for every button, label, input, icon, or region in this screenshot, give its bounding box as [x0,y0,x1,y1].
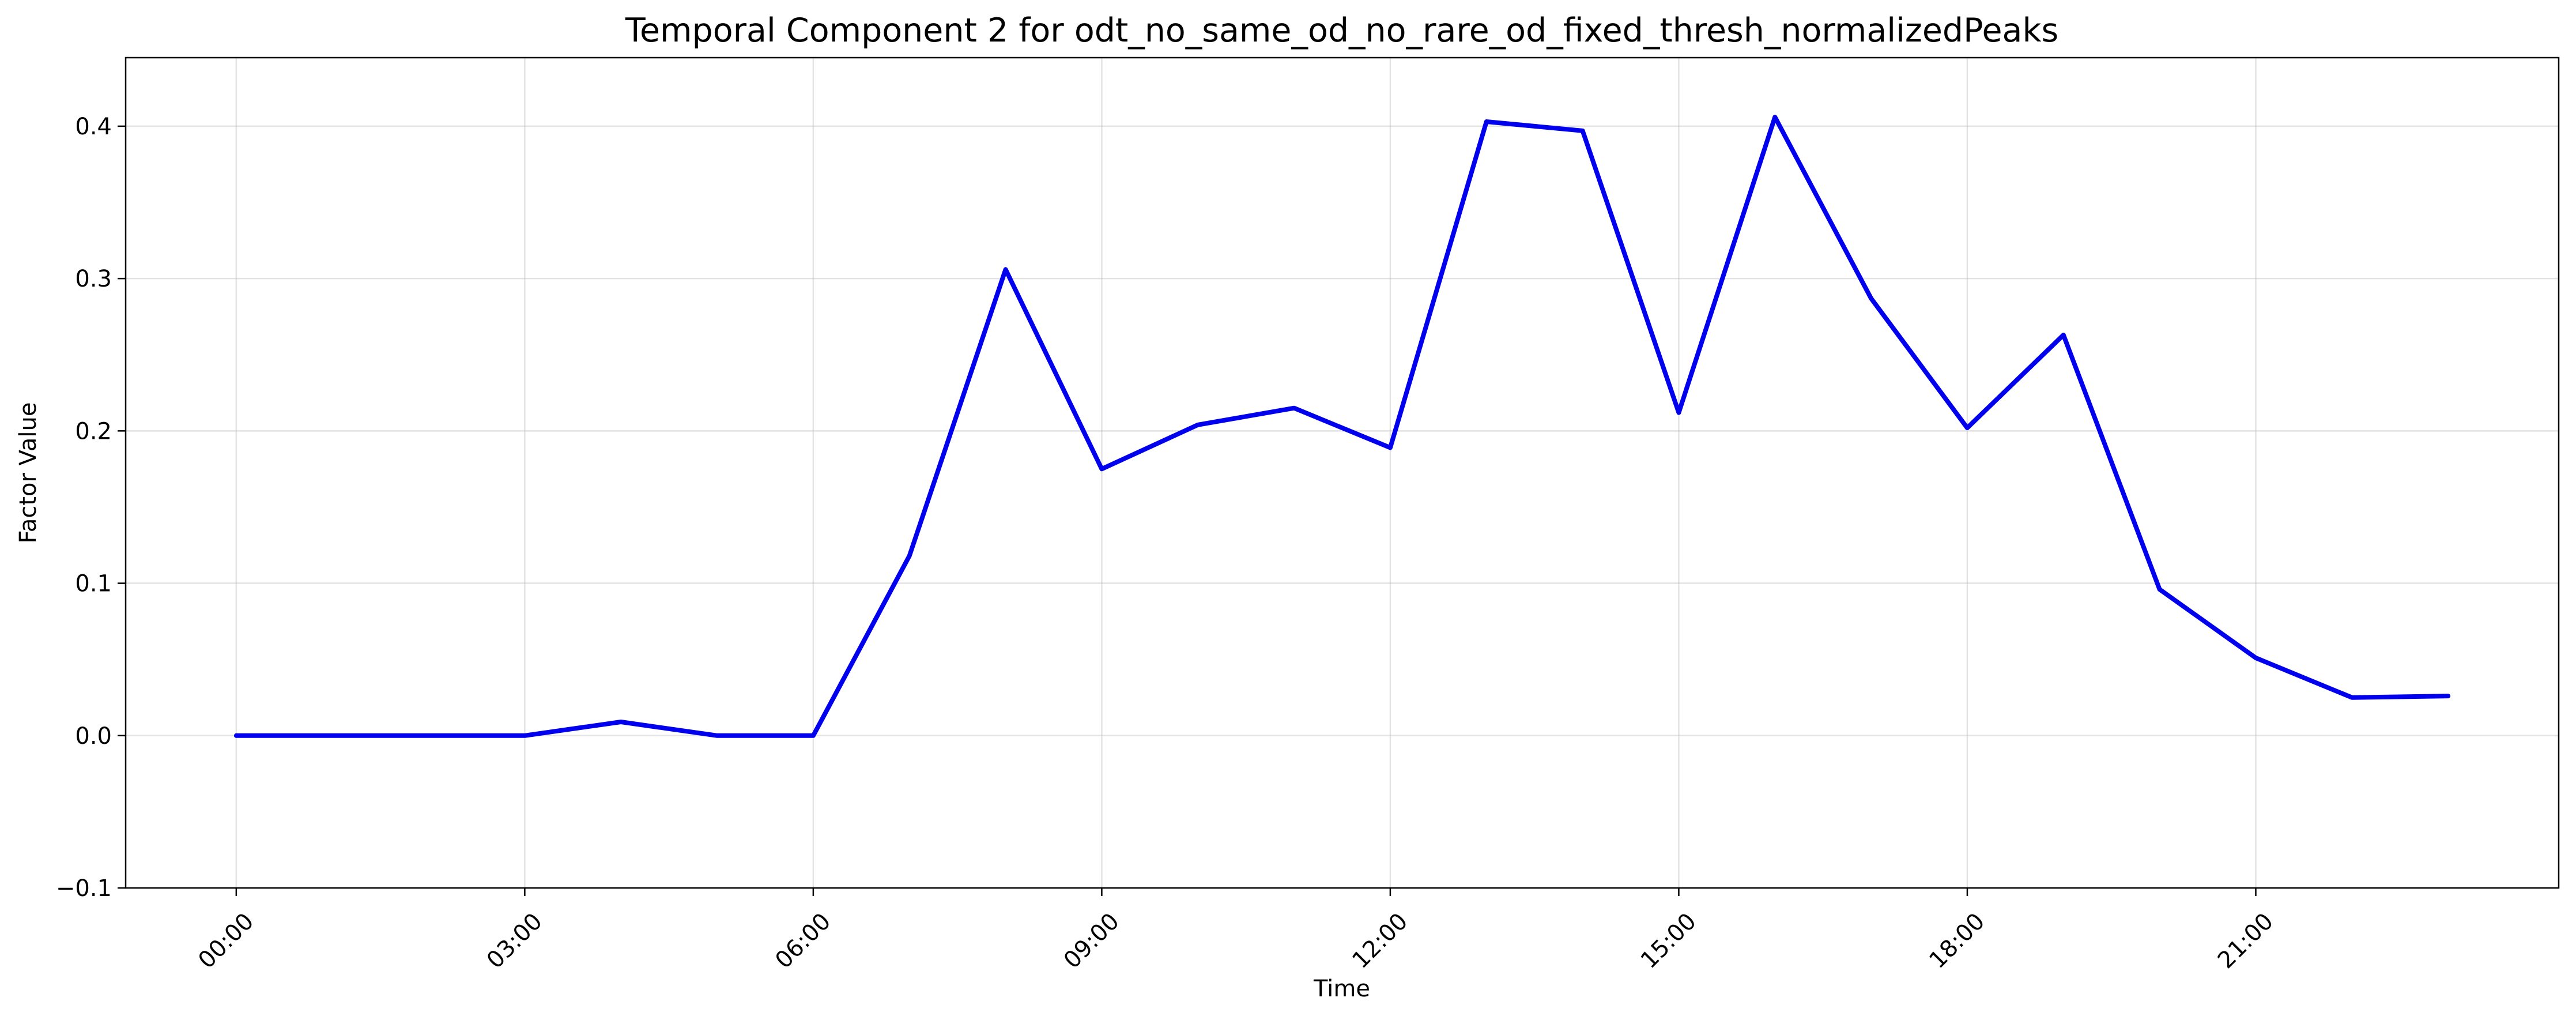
x-axis-ticks: 00:00 03:00 06:00 09:00 12:00 15:00 18:00 21:00 [193,888,2279,974]
y-tick-label: −0.1 [56,875,112,902]
y-axis-label: Factor Value [15,402,42,544]
plot-frame [125,57,2560,889]
x-tick-label: 00:00 [193,908,259,974]
x-tick-label: 03:00 [482,908,548,974]
x-tick-label: 15:00 [1636,908,1702,974]
x-tick-label: 09:00 [1059,908,1125,974]
series-line [233,115,2451,738]
y-tick-label: 0.4 [75,114,112,140]
y-tick-label: 0.2 [75,418,112,445]
x-tick-label: 21:00 [2213,908,2279,974]
chart-title: Temporal Component 2 for odt_no_same_od_… [625,12,2058,50]
y-axis-ticks: −0.1 0.0 0.1 0.2 0.3 0.4 [56,114,126,902]
x-tick-label: 18:00 [1924,908,1990,974]
series-layer [233,115,2451,738]
grid-lines [126,58,2559,889]
x-tick-label: 06:00 [770,908,836,974]
x-axis-label: Time [1313,976,1370,1002]
y-tick-label: 0.1 [75,571,112,597]
x-tick-label: 12:00 [1347,908,1413,974]
y-tick-label: 0.0 [75,723,112,750]
y-tick-label: 0.3 [75,266,112,292]
